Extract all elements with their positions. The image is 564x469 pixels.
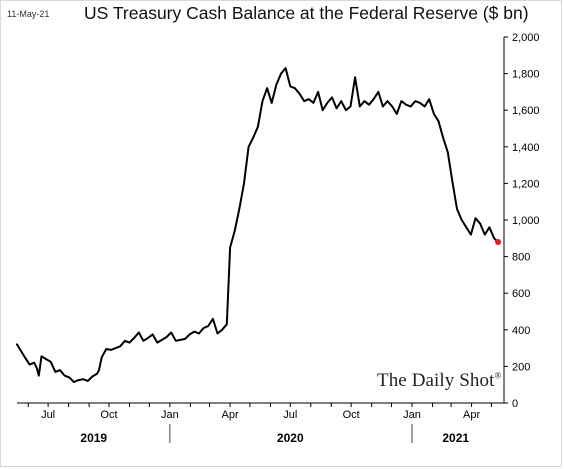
watermark-text: The Daily Shot — [377, 370, 495, 391]
x-tick-label: Jul — [283, 409, 297, 421]
x-tick-label: Oct — [343, 409, 360, 421]
x-tick-label: Apr — [222, 409, 239, 421]
y-tick-label: 1,200 — [512, 178, 540, 190]
y-tick-label: 0 — [512, 398, 518, 410]
chart-title: US Treasury Cash Balance at the Federal … — [84, 3, 529, 23]
y-tick-label: 1,800 — [512, 69, 540, 81]
x-tick-label: Apr — [463, 409, 480, 421]
y-tick-label: 400 — [512, 325, 530, 337]
y-tick-label: 1,600 — [512, 105, 540, 117]
watermark-registered-mark: ® — [494, 370, 502, 381]
y-tick-label: 1,400 — [512, 142, 540, 154]
x-tick-label: Oct — [100, 409, 117, 421]
date-stamp: 11-May-21 — [7, 9, 50, 19]
x-tick-label: Jul — [41, 409, 55, 421]
year-label: 2020 — [277, 431, 304, 445]
y-tick-label: 2,000 — [512, 32, 540, 44]
y-tick-label: 600 — [512, 288, 530, 300]
y-tick-label: 800 — [512, 252, 530, 264]
y-tick-label: 200 — [512, 361, 530, 373]
year-label: 2021 — [442, 431, 469, 445]
x-tick-label: Jan — [403, 409, 421, 421]
last-point-marker — [495, 238, 502, 245]
year-label: 2019 — [80, 431, 107, 445]
x-tick-label: Jan — [161, 409, 179, 421]
series-line — [16, 67, 499, 383]
series-group — [16, 67, 502, 383]
y-axis: 0 200 400 600 800 1,000 1,200 1,400 1,600 1,800 2,… — [503, 32, 540, 410]
x-axis: Jul Oct Jan Apr Jul Oct Jan Apr 2019 2020 2021 — [17, 402, 504, 445]
watermark-logo: The Daily Shot® — [377, 370, 501, 392]
y-tick-label: 1,000 — [512, 215, 540, 227]
